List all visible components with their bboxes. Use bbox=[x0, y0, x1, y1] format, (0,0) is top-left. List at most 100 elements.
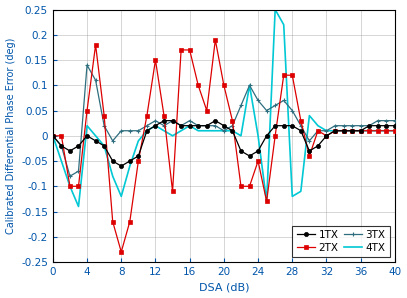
4TX bbox=[221, 129, 226, 133]
2TX bbox=[315, 129, 320, 133]
3TX bbox=[350, 124, 354, 128]
3TX bbox=[59, 144, 64, 148]
4TX bbox=[153, 124, 158, 128]
3TX bbox=[85, 63, 90, 67]
4TX bbox=[85, 124, 90, 128]
2TX bbox=[350, 129, 354, 133]
1TX bbox=[179, 124, 184, 128]
1TX bbox=[256, 149, 260, 153]
4TX bbox=[170, 134, 175, 138]
3TX bbox=[230, 124, 235, 128]
1TX bbox=[59, 144, 64, 148]
2TX bbox=[127, 220, 132, 224]
1TX bbox=[273, 124, 278, 128]
3TX bbox=[196, 124, 201, 128]
3TX bbox=[239, 104, 243, 107]
4TX bbox=[110, 174, 115, 178]
1TX bbox=[85, 134, 90, 138]
1TX bbox=[298, 129, 303, 133]
1TX bbox=[119, 164, 124, 168]
3TX bbox=[179, 124, 184, 128]
4TX bbox=[350, 129, 354, 133]
3TX bbox=[315, 129, 320, 133]
1TX bbox=[350, 129, 354, 133]
4TX bbox=[256, 134, 260, 138]
4TX bbox=[239, 134, 243, 138]
2TX bbox=[93, 43, 98, 47]
1TX bbox=[281, 124, 286, 128]
2TX bbox=[392, 129, 397, 133]
4TX bbox=[324, 129, 329, 133]
2TX bbox=[50, 134, 55, 138]
1TX bbox=[358, 129, 363, 133]
1TX bbox=[333, 129, 337, 133]
1TX bbox=[230, 129, 235, 133]
2TX bbox=[324, 134, 329, 138]
3TX bbox=[221, 129, 226, 133]
4TX bbox=[76, 205, 81, 208]
2TX bbox=[204, 109, 209, 112]
1TX bbox=[324, 134, 329, 138]
1TX bbox=[239, 149, 243, 153]
1TX bbox=[144, 129, 149, 133]
2TX bbox=[136, 159, 141, 163]
4TX bbox=[230, 129, 235, 133]
4TX bbox=[127, 164, 132, 168]
3TX bbox=[102, 124, 107, 128]
3TX bbox=[384, 119, 389, 122]
1TX bbox=[307, 149, 312, 153]
1TX bbox=[375, 124, 380, 128]
4TX bbox=[162, 129, 166, 133]
3TX bbox=[247, 83, 252, 87]
3TX bbox=[324, 129, 329, 133]
2TX bbox=[196, 83, 201, 87]
2TX bbox=[170, 190, 175, 193]
4TX bbox=[367, 129, 372, 133]
4TX bbox=[315, 124, 320, 128]
1TX bbox=[392, 124, 397, 128]
3TX bbox=[162, 124, 166, 128]
3TX bbox=[76, 169, 81, 173]
1TX bbox=[127, 159, 132, 163]
2TX bbox=[187, 48, 192, 52]
1TX bbox=[221, 124, 226, 128]
4TX bbox=[333, 129, 337, 133]
1TX bbox=[187, 124, 192, 128]
4TX bbox=[68, 184, 72, 188]
2TX bbox=[68, 184, 72, 188]
2TX bbox=[307, 154, 312, 158]
2TX bbox=[384, 129, 389, 133]
2TX bbox=[102, 114, 107, 117]
3TX bbox=[213, 124, 218, 128]
Line: 4TX: 4TX bbox=[53, 10, 395, 207]
3TX bbox=[375, 119, 380, 122]
2TX bbox=[375, 129, 380, 133]
X-axis label: DSA (dB): DSA (dB) bbox=[199, 283, 249, 292]
2TX bbox=[247, 184, 252, 188]
4TX bbox=[384, 129, 389, 133]
3TX bbox=[273, 104, 278, 107]
4TX bbox=[298, 190, 303, 193]
4TX bbox=[307, 114, 312, 117]
4TX bbox=[136, 139, 141, 143]
2TX bbox=[110, 220, 115, 224]
2TX bbox=[230, 119, 235, 122]
3TX bbox=[153, 119, 158, 122]
1TX bbox=[247, 154, 252, 158]
1TX bbox=[196, 124, 201, 128]
2TX bbox=[273, 134, 278, 138]
2TX bbox=[213, 38, 218, 42]
1TX bbox=[264, 134, 269, 138]
3TX bbox=[264, 109, 269, 112]
3TX bbox=[119, 129, 124, 133]
2TX bbox=[333, 129, 337, 133]
4TX bbox=[144, 129, 149, 133]
2TX bbox=[256, 159, 260, 163]
4TX bbox=[392, 129, 397, 133]
3TX bbox=[298, 124, 303, 128]
2TX bbox=[144, 114, 149, 117]
3TX bbox=[144, 124, 149, 128]
4TX bbox=[204, 129, 209, 133]
3TX bbox=[256, 99, 260, 102]
4TX bbox=[213, 129, 218, 133]
